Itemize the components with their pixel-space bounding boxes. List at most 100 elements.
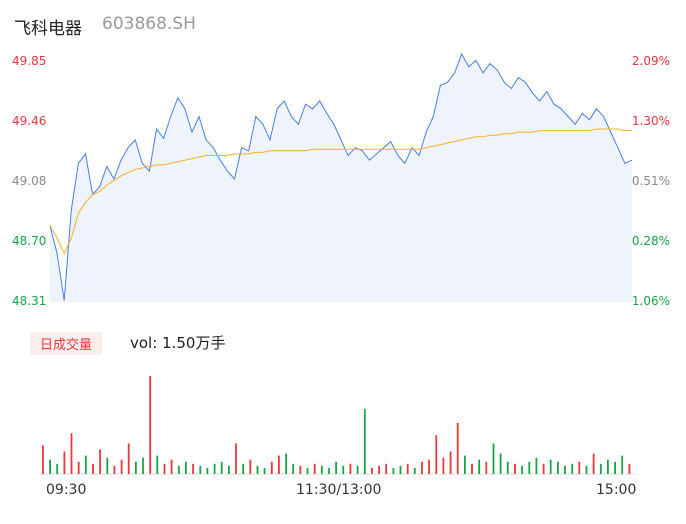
axis-left-tick-2: 49.08 (12, 174, 47, 188)
volume-bar (142, 457, 144, 474)
volume-bar (592, 453, 595, 474)
volume-bar (349, 463, 352, 474)
volume-bar (335, 461, 337, 475)
volume-bar (256, 465, 259, 474)
axis-left-tick-3: 48.70 (12, 234, 47, 248)
volume-bar (485, 461, 488, 475)
axis-left-tick-0: 49.85 (12, 54, 47, 68)
volume-bar (549, 459, 552, 474)
volume-bar (571, 463, 574, 474)
axis-right-tick-4: -1.06% (627, 294, 670, 308)
volume-bar (120, 459, 123, 474)
volume-bar (292, 463, 295, 474)
volume-bar (492, 443, 495, 474)
volume-bar (70, 433, 73, 474)
volume-bar (177, 465, 180, 474)
axis-right-tick-2: 0.51% (631, 174, 670, 188)
volume-bar (242, 463, 245, 474)
volume-bar (621, 455, 624, 474)
volume-bar (56, 463, 59, 474)
volume-bar (628, 463, 631, 474)
volume-bar (607, 459, 609, 474)
axis-right-tick-3: -0.28% (627, 234, 670, 248)
volume-bar (499, 453, 502, 474)
volume-bar (521, 465, 523, 474)
volume-bar (363, 408, 366, 474)
volume-bar (106, 457, 109, 474)
volume-bar (285, 453, 287, 474)
axis-left-tick-1: 49.46 (12, 114, 47, 128)
volume-bar (320, 465, 323, 474)
axis-left-tick-4: 48.31 (12, 294, 47, 308)
axis-right-tick-0: 2.09% (631, 54, 670, 68)
volume-bar (435, 435, 438, 474)
volume-bar (342, 465, 345, 474)
volume-bar (528, 461, 531, 475)
volume-bar (299, 465, 302, 474)
volume-bar (464, 455, 466, 474)
volume-bar (84, 455, 87, 474)
volume-bar (456, 423, 459, 474)
volume-bar (313, 463, 316, 474)
volume-bar (449, 451, 452, 474)
volume-bar (471, 463, 473, 474)
volume-bar (578, 461, 581, 475)
volume-bar (99, 449, 101, 474)
volume-bar (92, 463, 94, 474)
volume-bar (328, 467, 330, 474)
volume-bar (535, 457, 538, 474)
volume-bar (185, 461, 187, 475)
volume-bar (378, 465, 380, 474)
volume-bar (163, 463, 166, 474)
volume-bar (421, 461, 423, 475)
time-label-end: 15:00 (596, 482, 637, 498)
volume-bar (113, 465, 116, 474)
volume-bar (585, 465, 588, 474)
stock-code: 603868.SH (102, 14, 196, 34)
volume-bar (557, 461, 559, 475)
volume-bar (270, 461, 273, 475)
volume-bar (135, 461, 137, 475)
volume-bar (220, 461, 223, 475)
volume-bar (413, 467, 416, 474)
price-area (50, 54, 632, 303)
time-label-mid: 11:30/13:00 (296, 482, 382, 498)
volume-bar (406, 463, 409, 474)
volume-bar (385, 463, 388, 474)
volume-bar (213, 463, 216, 474)
volume-bar (506, 461, 509, 475)
volume-bar (478, 459, 481, 474)
average-price-line (49, 128, 632, 255)
volume-bar (192, 463, 194, 474)
volume-bar (77, 461, 80, 475)
volume-bar (63, 451, 66, 474)
volume-bar (428, 459, 430, 474)
volume-bar (206, 467, 209, 474)
volume-bar (42, 445, 44, 474)
volume-bar (263, 467, 266, 474)
volume-tag: 日成交量 (30, 332, 103, 355)
volume-bar (170, 459, 173, 474)
volume-bar (392, 467, 395, 474)
volume-bar (228, 465, 230, 474)
volume-bar (614, 461, 616, 475)
volume-bar (149, 376, 152, 474)
volume-bar (306, 467, 309, 474)
volume-bar (156, 455, 159, 474)
volume-bar (514, 463, 516, 474)
volume-bar (356, 465, 359, 474)
volume-bar (399, 465, 402, 474)
time-label-start: 09:30 (46, 482, 87, 498)
volume-bar (542, 463, 545, 474)
volume-bar (127, 443, 130, 474)
volume-bar (235, 443, 237, 474)
volume-bar (249, 459, 252, 474)
volume-value: vol: 1.50万手 (130, 334, 226, 352)
stock-name: 飞科电器 (14, 19, 82, 39)
axis-right-tick-1: 1.30% (631, 114, 670, 128)
price-line (49, 53, 633, 301)
volume-bar (49, 459, 51, 474)
volume-bar (199, 465, 202, 474)
volume-bar (599, 463, 602, 474)
